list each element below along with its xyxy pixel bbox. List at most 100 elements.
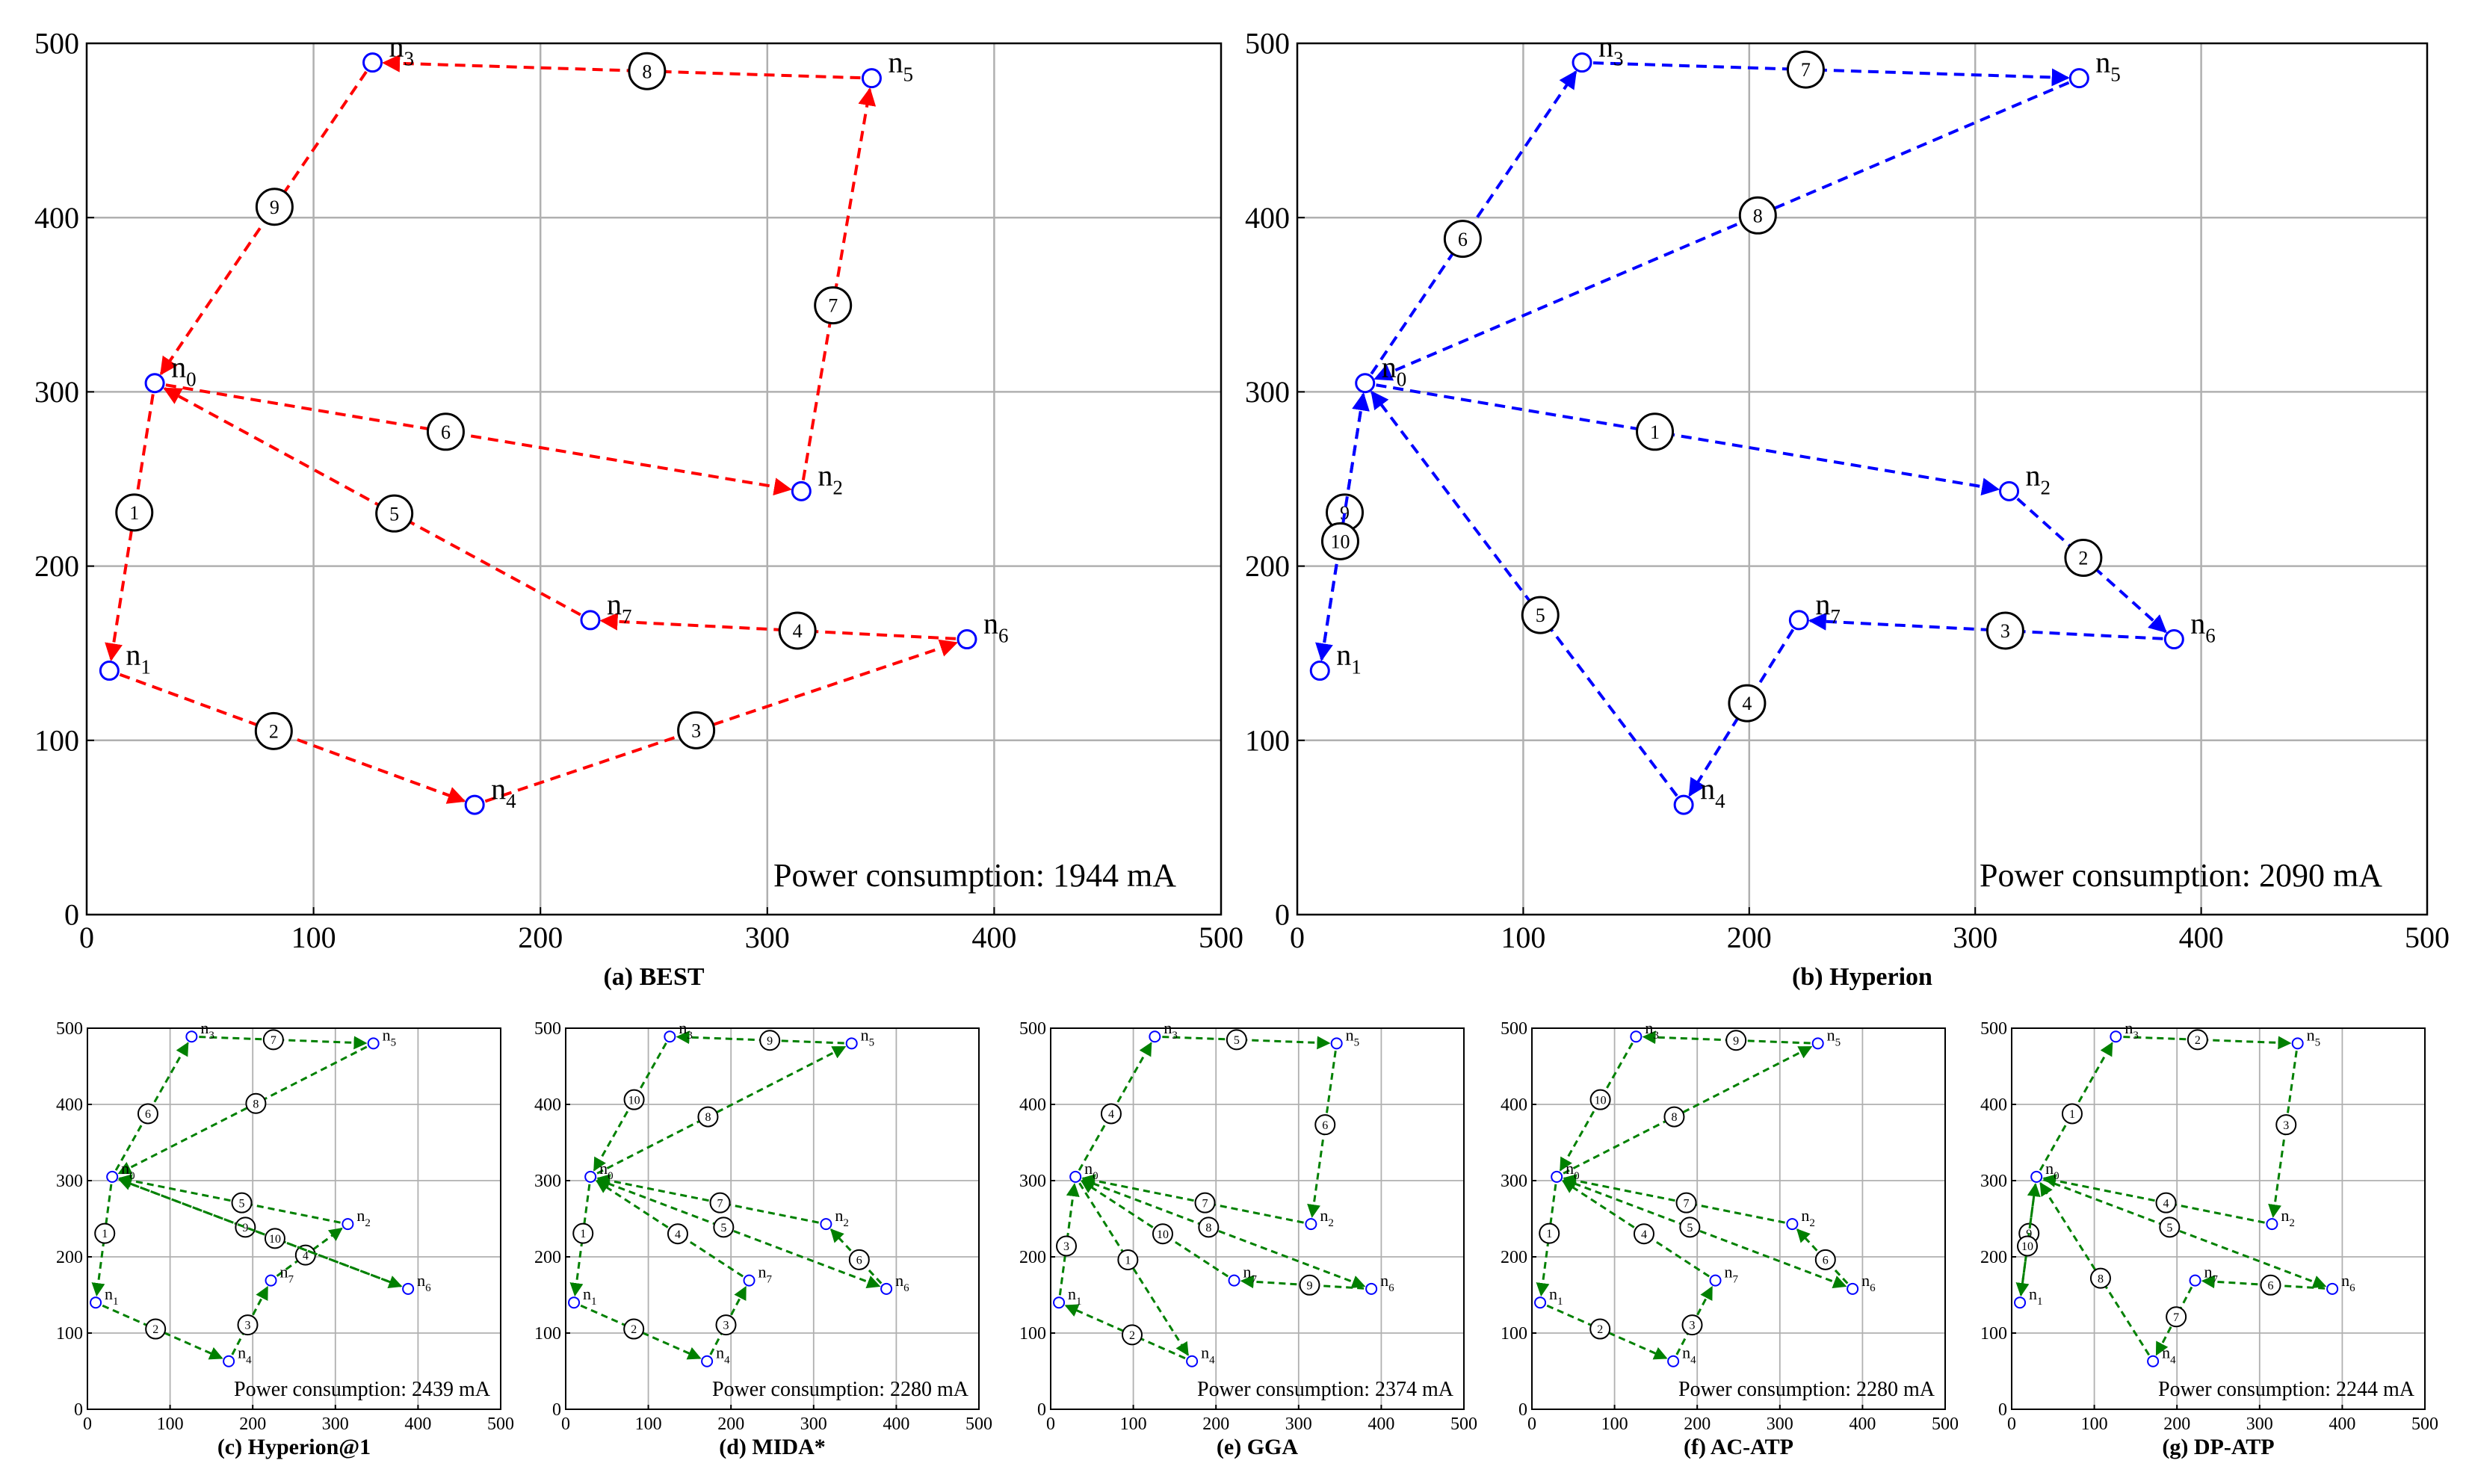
step-marker (1194, 1192, 1216, 1214)
y-tick-label: 200 (56, 1248, 83, 1267)
node-label-n1: n1 (2029, 1284, 2043, 1308)
step-marker (2064, 539, 2103, 578)
y-tick-label: 100 (534, 1324, 561, 1344)
step-number: 6 (441, 421, 451, 443)
node-label-n4: n4 (1201, 1344, 1215, 1367)
x-tick-label: 100 (2081, 1415, 2108, 1434)
node-label-n5: n5 (1346, 1025, 1360, 1048)
plot-frame (1296, 42, 2429, 916)
node-label-n2: n2 (1801, 1206, 1815, 1229)
y-tick-label: 0 (1998, 1400, 2007, 1420)
y-tick-label: 100 (1980, 1324, 2007, 1344)
panel-a: 00 100 100 200 200 300 300 400 400 500 500 1 2 3 4 5 6 7 8… (34, 27, 1243, 991)
route-edge (1688, 628, 1795, 797)
y-tick-label: 0 (1037, 1400, 1046, 1420)
step-marker (814, 286, 853, 325)
route-edge (2019, 1183, 2041, 1296)
step-marker (2061, 1103, 2083, 1125)
step-marker (115, 493, 154, 532)
panel-caption: (f) AC-ATP (1684, 1435, 1793, 1459)
step-number: 7 (2173, 1311, 2179, 1324)
x-tick-label: 300 (800, 1415, 827, 1434)
x-tick-label: 200 (518, 921, 563, 954)
node-n7 (1228, 1274, 1240, 1287)
route-edge (1078, 1182, 1190, 1356)
panel-e: 00 100 100 200 200 300 300 400 400 500 500 1 2 3 4 5 6 7 8… (1019, 1018, 1477, 1459)
step-marker (628, 52, 667, 90)
y-tick-label: 0 (74, 1400, 83, 1420)
step-marker (1675, 1192, 1697, 1214)
step-number: 2 (152, 1323, 158, 1336)
step-number: 7 (1684, 1197, 1690, 1210)
step-marker (1636, 412, 1675, 451)
node-label-n5: n5 (888, 46, 913, 86)
step-number: 6 (2268, 1279, 2274, 1292)
step-marker (2017, 1235, 2039, 1257)
route-edge (1376, 383, 2000, 496)
node-n3 (185, 1030, 198, 1043)
step-number: 4 (675, 1228, 681, 1241)
route-edge (569, 1184, 591, 1297)
step-marker (145, 1318, 167, 1340)
node-label-n7: n7 (607, 587, 632, 628)
y-tick-label: 200 (534, 1248, 561, 1267)
y-tick-label: 400 (1980, 1095, 2007, 1115)
step-number: 10 (1330, 531, 1350, 552)
node-n2 (791, 480, 812, 501)
node-n6 (880, 1282, 893, 1295)
node-label-n4: n4 (2162, 1344, 2176, 1367)
panel-g: 00 100 100 200 200 300 300 400 400 500 500 1 2 3 4 5 6 7 8… (1980, 1018, 2438, 1459)
node-n4 (1673, 794, 1694, 815)
node-label-n6: n6 (417, 1271, 431, 1294)
step-number: 8 (253, 1098, 259, 1110)
step-number: 5 (389, 503, 399, 525)
step-marker (245, 1092, 267, 1114)
step-marker (713, 1216, 735, 1238)
x-tick-label: 0 (1046, 1415, 1055, 1434)
plot-frame (565, 1027, 980, 1410)
node-label-n0: n0 (599, 1159, 614, 1182)
y-tick-label: 500 (34, 27, 79, 61)
node-n5 (367, 1037, 380, 1050)
step-number: 10 (628, 1094, 640, 1107)
plot-frame (1531, 1027, 1946, 1410)
step-number: 8 (705, 1111, 711, 1124)
step-marker (1121, 1324, 1143, 1346)
node-n3 (2110, 1030, 2122, 1043)
step-marker (667, 1223, 688, 1245)
plot-area (1051, 1028, 1464, 1409)
step-marker (1633, 1223, 1654, 1245)
step-number: 9 (1733, 1035, 1739, 1048)
node-label-n2: n2 (356, 1206, 371, 1229)
step-marker (1738, 196, 1777, 235)
step-number: 7 (1202, 1197, 1208, 1210)
step-number: 2 (2195, 1034, 2201, 1047)
node-n4 (1667, 1355, 1680, 1367)
x-tick-label: 200 (717, 1415, 744, 1434)
node-label-n7: n7 (2204, 1263, 2219, 1286)
node-label-n0: n0 (1382, 350, 1407, 391)
node-label-n5: n5 (383, 1025, 397, 1048)
route-edge (1592, 61, 2070, 87)
node-n3 (1630, 1030, 1643, 1043)
step-marker (2159, 1216, 2181, 1238)
node-label-n6: n6 (895, 1271, 909, 1294)
route-edge (382, 54, 861, 80)
node-n3 (664, 1030, 676, 1043)
y-tick-label: 0 (1518, 1400, 1527, 1420)
step-marker (1117, 1249, 1139, 1270)
step-marker (1725, 1030, 1747, 1051)
route-edge (596, 1045, 847, 1175)
node-n7 (2189, 1274, 2201, 1287)
step-number: 3 (1690, 1320, 1696, 1332)
route-edge (1562, 1180, 1710, 1278)
x-tick-label: 300 (2246, 1415, 2273, 1434)
step-marker (94, 1222, 116, 1244)
node-label-n4: n4 (1700, 772, 1725, 812)
node-label-n1: n1 (583, 1284, 597, 1308)
node-n6 (2326, 1282, 2339, 1295)
step-number: 5 (1234, 1034, 1240, 1047)
x-tick-label: 300 (1767, 1415, 1793, 1434)
route-edge (1563, 1178, 1847, 1288)
y-tick-label: 0 (1275, 898, 1290, 932)
